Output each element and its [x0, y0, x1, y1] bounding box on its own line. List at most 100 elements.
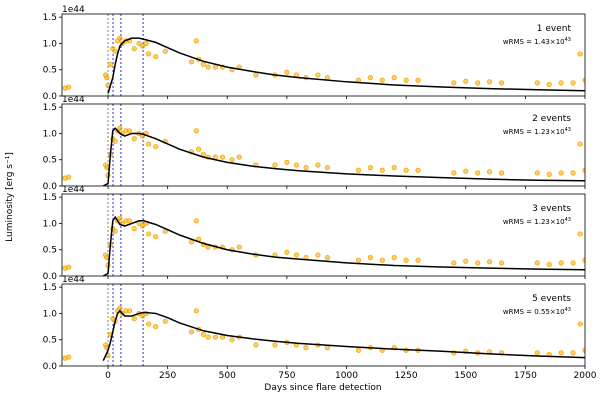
x-tick-label: 1250 — [395, 371, 418, 381]
observation-point — [415, 257, 421, 263]
wrms-exponent: 43 — [565, 37, 571, 43]
y-axis-label: Luminosity [erg s⁻¹] — [5, 152, 15, 242]
y-tick-label: 0.5 — [43, 336, 57, 346]
wrms-value: wRMS = 1.23×10 — [503, 128, 565, 136]
observation-point — [303, 165, 309, 171]
observation-point — [162, 318, 168, 324]
y-tick-label: 1.5 — [43, 193, 57, 203]
observation-point — [324, 255, 331, 261]
observation-point — [131, 136, 137, 142]
observation-point — [136, 40, 142, 47]
x-tick-label: 250 — [159, 371, 176, 381]
panel-label: 3 events — [532, 204, 571, 214]
observation-point — [355, 167, 362, 173]
observation-point — [143, 40, 149, 47]
y-tick-label: 0.0 — [43, 272, 58, 282]
observation-point — [577, 51, 583, 57]
observation-point — [367, 75, 373, 81]
observation-point — [487, 169, 493, 175]
observation-point — [188, 59, 195, 65]
observation-point — [153, 233, 159, 240]
observation-point — [107, 61, 114, 68]
wrms-value: wRMS = 1.43×10 — [503, 38, 565, 46]
observation-point — [577, 321, 583, 327]
observation-point — [315, 162, 321, 168]
observation-point — [212, 64, 218, 70]
axes-frame — [61, 193, 586, 277]
observation-point — [219, 154, 226, 160]
observation-point — [153, 323, 159, 330]
axes-frame — [61, 13, 586, 97]
observation-point — [534, 260, 540, 266]
observation-point — [117, 125, 123, 131]
observation-point — [200, 331, 207, 338]
observation-point — [391, 75, 397, 81]
observation-point — [66, 264, 72, 270]
observation-point — [391, 255, 397, 261]
observation-point — [498, 170, 505, 176]
observation-point — [367, 255, 373, 261]
y-tick-label: 1.0 — [43, 219, 58, 229]
observation-point — [451, 260, 457, 266]
x-tick-label: 0 — [105, 371, 111, 381]
observation-point — [451, 80, 457, 86]
model-line — [102, 127, 585, 186]
observation-point — [379, 167, 385, 173]
wrms-text: wRMS = 0.55×1043 — [503, 307, 571, 316]
observation-point — [205, 334, 211, 340]
observation-point — [104, 165, 110, 171]
observation-point — [193, 218, 199, 224]
observation-point — [272, 342, 278, 348]
wrms-exponent: 43 — [565, 217, 571, 223]
x-axis-label: Days since flare detection — [264, 383, 381, 393]
offset-text: 1e44 — [62, 95, 85, 105]
observation-point — [324, 75, 331, 81]
observation-point — [145, 141, 152, 147]
observation-point — [253, 342, 259, 348]
y-tick-label: 0.0 — [43, 362, 58, 372]
offset-text: 1e44 — [62, 5, 85, 15]
y-tick-label: 1.0 — [43, 309, 58, 319]
observation-point — [145, 231, 152, 237]
observation-point — [236, 154, 242, 160]
observation-point — [546, 81, 552, 88]
observation-point — [415, 77, 421, 83]
x-tick-label: 1500 — [454, 371, 477, 381]
observation-point — [145, 51, 152, 57]
observation-point — [229, 157, 235, 163]
y-tick-label: 0.0 — [43, 182, 58, 192]
observation-point — [403, 167, 409, 173]
y-tick-label: 0.0 — [43, 92, 58, 102]
y-tick-label: 1.5 — [43, 13, 57, 23]
observation-point — [487, 79, 493, 85]
observation-point — [196, 146, 202, 152]
x-tick-label: 500 — [219, 371, 236, 381]
observation-point — [546, 261, 552, 268]
observation-point — [253, 72, 259, 78]
observation-point — [546, 171, 552, 178]
observation-point — [66, 174, 72, 180]
observation-point — [193, 38, 199, 44]
model-line — [107, 37, 585, 94]
y-tick-label: 1.5 — [43, 283, 57, 293]
panel-label: 5 events — [532, 294, 571, 304]
observation-point — [293, 162, 300, 168]
observation-point — [355, 257, 362, 263]
y-tick-label: 1.0 — [43, 129, 58, 139]
observation-point — [315, 252, 321, 258]
x-tick-label: 2000 — [574, 371, 597, 381]
observation-point — [153, 143, 159, 150]
plot-area — [62, 284, 585, 366]
observation-point — [391, 165, 397, 171]
observation-point — [403, 77, 409, 83]
observation-point — [140, 43, 146, 49]
observation-point — [355, 347, 362, 353]
observation-point — [112, 48, 118, 54]
observation-point — [475, 170, 481, 176]
y-tick-label: 0.5 — [43, 66, 57, 76]
observation-point — [104, 255, 110, 261]
observation-point — [475, 80, 481, 86]
model-line — [102, 309, 585, 362]
wrms-exponent: 43 — [565, 127, 571, 133]
observation-point — [463, 258, 469, 264]
